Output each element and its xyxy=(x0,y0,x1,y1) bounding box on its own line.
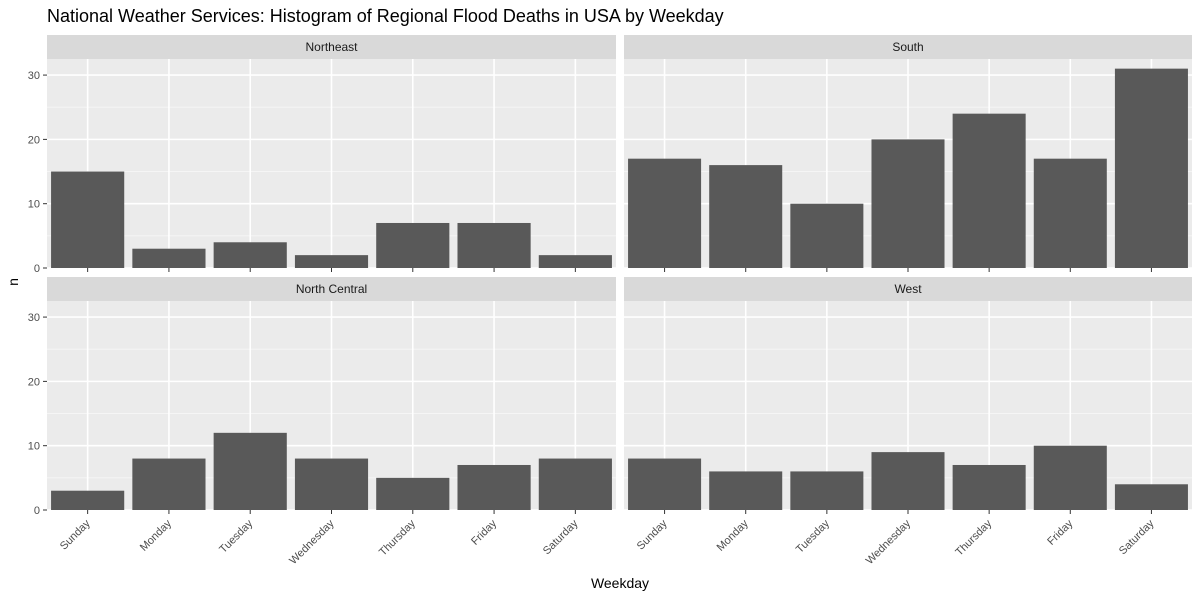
strip-label: North Central xyxy=(296,282,367,296)
bar-south-thursday xyxy=(952,113,1026,269)
bar-north-central-thursday xyxy=(376,477,450,510)
x-tick-label: Sunday xyxy=(635,517,670,552)
bar-north-central-saturday xyxy=(538,458,612,510)
chart-title: National Weather Services: Histogram of … xyxy=(47,6,724,26)
x-axis-title: Weekday xyxy=(591,575,649,591)
panel-north-central: North Central 0 10 20 30 Sunday Monday Tuesday W… xyxy=(28,277,616,567)
bar-west-tuesday xyxy=(790,471,864,510)
x-tick-label: Monday xyxy=(715,517,752,554)
bar-northeast-tuesday xyxy=(213,242,287,268)
strip-north-central xyxy=(47,277,616,301)
panel-south: South xyxy=(624,35,1192,272)
y-tick-label: 10 xyxy=(28,441,40,453)
bar-south-monday xyxy=(709,165,783,268)
bar-west-friday xyxy=(1033,445,1107,510)
bar-west-sunday xyxy=(628,458,702,510)
x-tick-label: Thursday xyxy=(377,517,418,558)
facet-panels: Northeast 0 10 20 30 South North Central 0 10 20 3… xyxy=(28,35,1192,567)
bar-north-central-monday xyxy=(132,458,206,510)
bar-south-tuesday xyxy=(790,203,864,268)
strip-label: South xyxy=(892,40,923,54)
y-axis-title: n xyxy=(5,278,21,286)
x-tick-label: Tuesday xyxy=(794,517,832,555)
bar-northeast-thursday xyxy=(376,222,450,268)
bar-west-thursday xyxy=(952,464,1026,510)
strip-label: Northeast xyxy=(305,40,358,54)
bar-north-central-tuesday xyxy=(213,432,287,510)
x-tick-label: Wednesday xyxy=(864,517,914,567)
bar-north-central-sunday xyxy=(51,490,125,510)
bar-northeast-saturday xyxy=(538,255,612,268)
panel-northeast: Northeast 0 10 20 30 xyxy=(28,35,616,275)
bar-north-central-friday xyxy=(457,464,531,510)
x-tick-label: Saturday xyxy=(1117,517,1157,557)
panel-west: West Sunday Monday Tuesday Wednesday Thursday… xyxy=(624,277,1192,567)
bar-northeast-monday xyxy=(132,248,206,268)
strip-northeast xyxy=(47,35,616,59)
bar-south-friday xyxy=(1033,158,1107,268)
x-tick-label: Friday xyxy=(469,517,499,547)
bar-south-sunday xyxy=(628,158,702,268)
x-tick-label: Monday xyxy=(138,517,175,554)
bar-northeast-friday xyxy=(457,222,531,268)
bar-northeast-wednesday xyxy=(294,255,369,268)
bar-south-wednesday xyxy=(871,139,945,268)
x-tick-label: Friday xyxy=(1045,517,1075,547)
bar-northeast-sunday xyxy=(51,171,125,268)
bar-south-saturday xyxy=(1114,68,1188,269)
x-tick-label: Wednesday xyxy=(287,517,337,567)
x-tick-label: Tuesday xyxy=(217,517,255,555)
strip-west xyxy=(624,277,1192,301)
y-tick-label: 0 xyxy=(34,263,40,275)
y-tick-label: 30 xyxy=(28,70,40,82)
y-tick-label: 20 xyxy=(28,376,40,388)
y-tick-label: 10 xyxy=(28,199,40,211)
x-tick-label: Sunday xyxy=(58,517,93,552)
y-tick-label: 20 xyxy=(28,134,40,146)
x-tick-label: Thursday xyxy=(953,517,994,558)
y-tick-label: 30 xyxy=(28,312,40,324)
bar-west-saturday xyxy=(1114,484,1188,510)
bar-west-wednesday xyxy=(871,452,945,510)
bar-north-central-wednesday xyxy=(294,458,369,510)
x-tick-label: Saturday xyxy=(541,517,581,557)
strip-label: West xyxy=(894,282,922,296)
bar-west-monday xyxy=(709,471,783,510)
strip-south xyxy=(624,35,1192,59)
y-tick-label: 0 xyxy=(34,505,40,517)
